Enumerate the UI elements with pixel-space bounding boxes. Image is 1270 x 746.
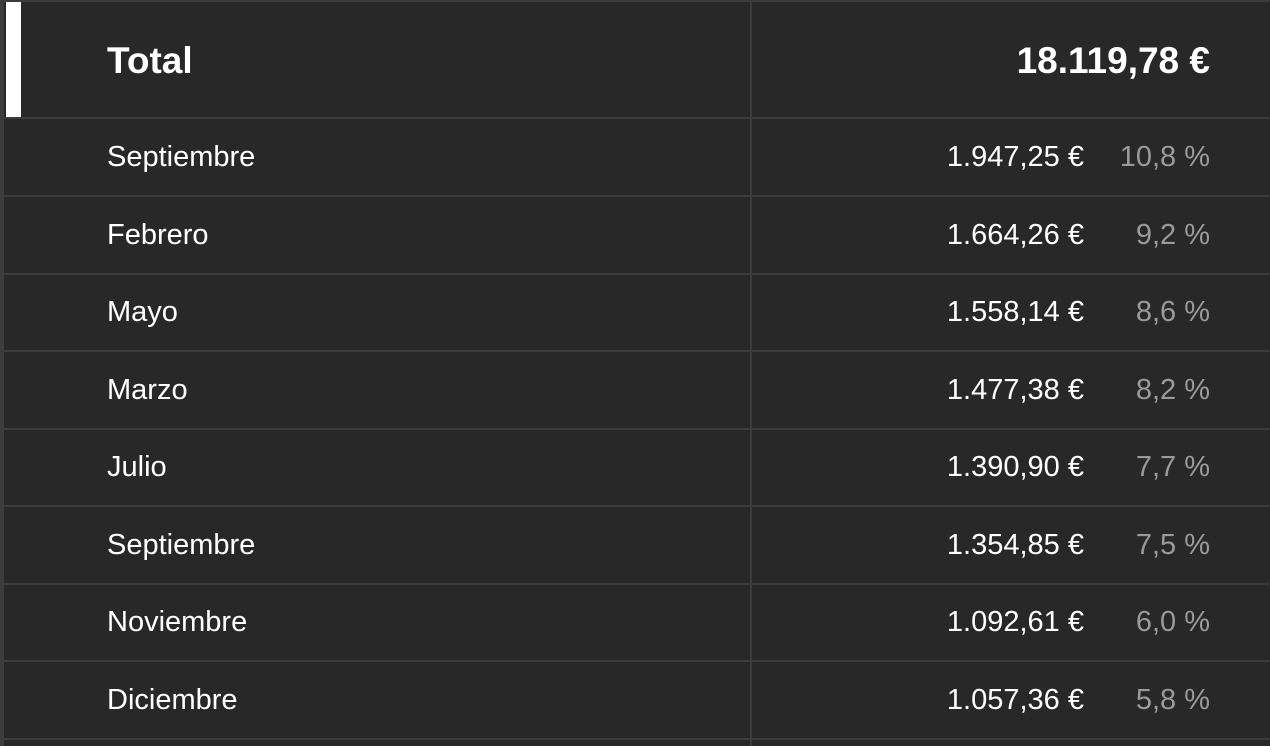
table-row[interactable]: Noviembre 1.092,61 € 6,0 %	[4, 584, 1270, 662]
month-label: Mayo	[107, 296, 178, 328]
table-row[interactable]: Septiembre 1.947,25 € 10,8 %	[4, 119, 1270, 197]
percent-value: 5,8 %	[1135, 683, 1210, 716]
amount-value: 1.354,85 €	[946, 528, 1084, 561]
column-divider	[750, 2, 752, 746]
month-label: Julio	[107, 451, 167, 483]
total-label: Total	[107, 40, 193, 81]
summary-table: Total 18.119,78 € Septiembre 1.947,25 € …	[4, 2, 1270, 746]
total-amount: 18.119,78 €	[1016, 40, 1210, 81]
percent-value: 9,2 %	[1135, 218, 1210, 251]
amount-value: 1.558,14 €	[946, 296, 1084, 328]
percent-value: 8,2 %	[1135, 373, 1210, 406]
table-row[interactable]: Julio 1.390,90 € 7,7 %	[4, 429, 1270, 507]
table-row[interactable]: Mayo 1.558,14 € 8,6 %	[4, 274, 1270, 352]
amount-value: 1.664,26 €	[946, 218, 1084, 251]
percent-value: 7,5 %	[1135, 528, 1210, 561]
percent-value: 7,7 %	[1135, 451, 1210, 483]
amount-value: 1.092,61 €	[946, 606, 1084, 638]
table-row[interactable]: Febrero 1.664,26 € 9,2 %	[4, 197, 1270, 275]
month-label: Diciembre	[107, 683, 238, 716]
amount-value: 1.390,90 €	[946, 451, 1084, 483]
table-row[interactable]: Diciembre 1.057,36 € 5,8 %	[4, 662, 1270, 740]
percent-value: 10,8 %	[1119, 141, 1210, 173]
month-label: Febrero	[107, 218, 209, 251]
month-label: Marzo	[107, 373, 188, 406]
amount-value: 1.477,38 €	[946, 373, 1084, 406]
month-label: Noviembre	[107, 606, 248, 638]
amount-value: 1.947,25 €	[946, 141, 1084, 173]
table-row[interactable]: Septiembre 1.354,85 € 7,5 %	[4, 507, 1270, 585]
month-label: Septiembre	[107, 141, 256, 173]
table-row[interactable]: Marzo 1.477,38 € 8,2 %	[4, 352, 1270, 430]
selection-indicator	[6, 2, 21, 117]
amount-value: 1.057,36 €	[946, 683, 1084, 716]
percent-value: 6,0 %	[1135, 606, 1210, 638]
percent-value: 8,6 %	[1135, 296, 1210, 328]
total-row[interactable]: Total 18.119,78 €	[4, 2, 1270, 119]
month-label: Septiembre	[107, 528, 256, 561]
